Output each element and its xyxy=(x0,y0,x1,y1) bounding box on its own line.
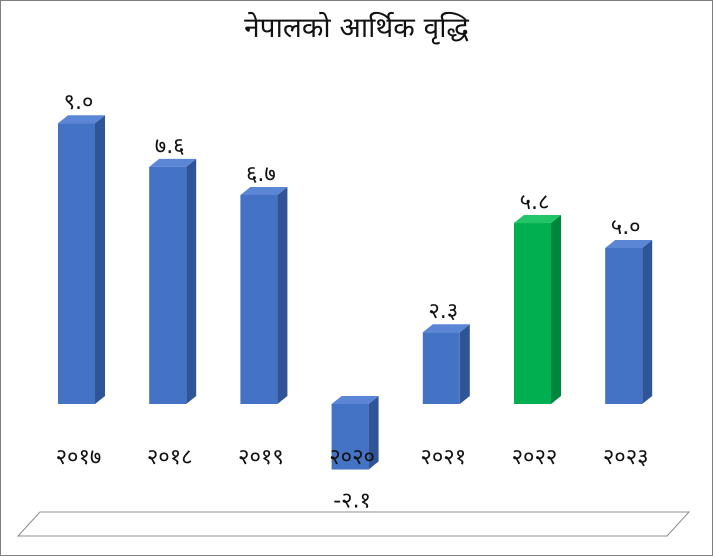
bar-top xyxy=(331,396,379,404)
chart-title: नेपालको आर्थिक वृद्धि xyxy=(244,11,469,44)
data-label: ९.० xyxy=(64,90,94,115)
data-label: ५.० xyxy=(611,215,641,240)
bar-side xyxy=(186,158,197,404)
bar xyxy=(514,223,551,404)
category-label: २०२० xyxy=(329,445,375,470)
bar-top xyxy=(605,240,653,248)
bar-side xyxy=(551,215,561,404)
bar-side xyxy=(368,396,379,470)
bar xyxy=(149,166,187,404)
bar-side xyxy=(95,115,105,404)
bar-side xyxy=(277,186,288,404)
bar-top xyxy=(240,186,288,195)
data-label: -२.१ xyxy=(333,489,371,514)
category-label: २०२२ xyxy=(512,445,558,470)
bar xyxy=(422,332,460,404)
category-label: २०१९ xyxy=(238,445,284,470)
bar xyxy=(58,123,95,404)
category-label: २०२३ xyxy=(603,445,649,470)
data-label: ७.६ xyxy=(155,134,185,159)
bar-side xyxy=(459,324,470,404)
bar-top xyxy=(514,215,561,224)
bar-side xyxy=(642,240,653,404)
chart-floor xyxy=(16,511,691,537)
category-label: २०२१ xyxy=(420,445,466,470)
bar-top xyxy=(149,158,197,167)
category-label: २०१७ xyxy=(56,445,102,470)
bar-top xyxy=(58,115,105,124)
data-label: ५.८ xyxy=(520,190,550,215)
data-label: २.३ xyxy=(428,299,458,324)
category-label: २०१८ xyxy=(147,445,193,470)
data-label: ६.७ xyxy=(246,162,276,187)
bar xyxy=(605,248,643,404)
bar xyxy=(240,194,278,404)
bar-top xyxy=(422,324,470,333)
bar xyxy=(331,404,369,470)
